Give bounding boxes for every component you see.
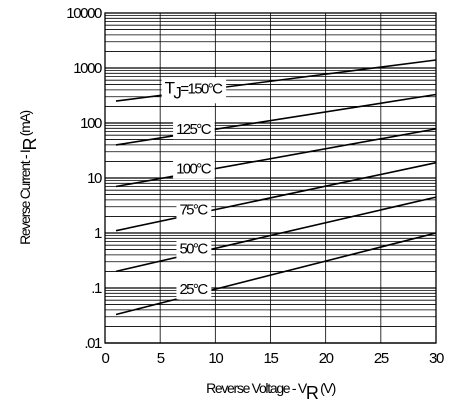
- y-tick-label: 1000: [73, 60, 102, 77]
- x-tick-label: 30: [429, 350, 444, 367]
- x-axis-label: Reverse Voltage - VR (V): [206, 380, 336, 403]
- y-tick-label: 1: [94, 225, 102, 242]
- series-line-125c: [115, 93, 437, 146]
- y-tick-label: 10000: [66, 5, 102, 22]
- curve-label-text: 75°C: [179, 202, 208, 219]
- curve-label-background: [173, 159, 215, 179]
- curve-label-background: [173, 120, 215, 140]
- y-axis-label: Reverse Current - IR (mA): [17, 110, 40, 244]
- series-line-100c: [115, 128, 437, 188]
- curve-label-text: 25°C: [179, 281, 208, 298]
- curve-labels: TJ=150°C 125°C 100°C 75°C 50°C 25°C: [161, 77, 227, 300]
- curve-label-125c: 125°C: [173, 120, 215, 140]
- series-line-50c: [115, 196, 437, 273]
- curve-label-background: [176, 200, 212, 220]
- curve-label-background: [176, 239, 212, 259]
- curve-label-text: 50°C: [179, 240, 208, 257]
- plot-frame: [104, 12, 437, 344]
- curve-label-75c: 75°C: [176, 200, 212, 220]
- x-tick-label: 15: [264, 350, 279, 367]
- curve-label-text: TJ=150°C: [165, 78, 223, 102]
- y-tick-label: 10: [87, 170, 102, 187]
- curve-label-150c: TJ=150°C: [161, 77, 227, 104]
- curve-label-background: [176, 280, 212, 300]
- series-lines: [115, 59, 437, 316]
- curve-label-100c: 100°C: [173, 159, 215, 179]
- curve-label-50c: 50°C: [176, 239, 212, 259]
- series-line-75c: [115, 161, 437, 232]
- x-tick-label: 0: [102, 350, 110, 367]
- curve-label-text: 125°C: [176, 121, 212, 138]
- x-tick-label: 5: [157, 350, 165, 367]
- x-tick-label: 10: [208, 350, 223, 367]
- curve-label-25c: 25°C: [176, 280, 212, 300]
- x-tick-labels: 0 5 10 15 20 25 30: [102, 350, 446, 367]
- grid: [104, 13, 437, 344]
- series-line-25c: [115, 232, 437, 316]
- curve-label-background: [161, 77, 227, 104]
- curve-label-text: 100°C: [176, 161, 212, 178]
- y-tick-label: .1: [91, 280, 102, 297]
- y-tick-labels: .01 .1 1 10 100 1000 10000: [66, 5, 103, 352]
- y-tick-label: .01: [84, 335, 102, 352]
- x-tick-label: 25: [374, 350, 389, 367]
- x-tick-label: 20: [319, 350, 334, 367]
- y-tick-label: 100: [80, 115, 102, 132]
